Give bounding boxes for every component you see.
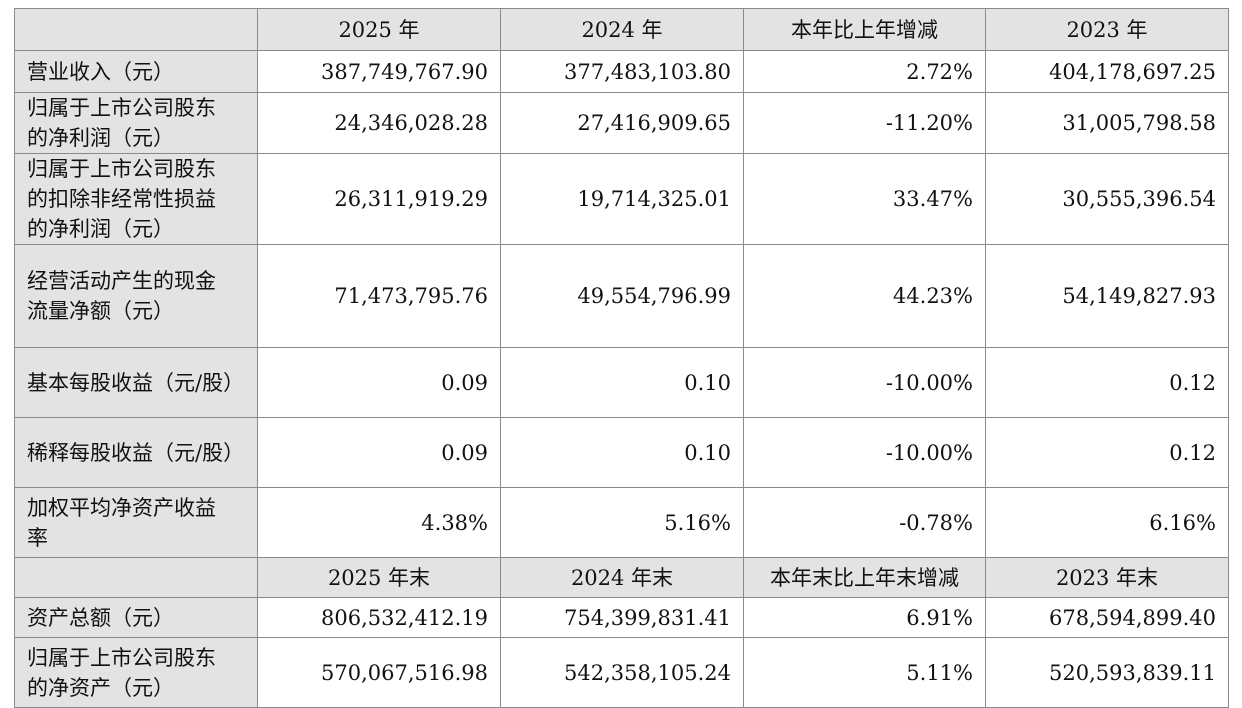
data-row: 经营活动产生的现金流量净额（元） 71,473,795.76 49,554,796.… [14,244,1229,348]
financial-table: 2025 年 2024 年本年比上年增减 2023 年营业收入（元） 387,749,… [14,8,1229,708]
header-cell: 2023 年末 [985,557,1229,598]
value-cell: 0.09 [257,347,501,418]
header-row: 2025 年 2024 年本年比上年增减 2023 年 [14,8,1229,51]
row-label: 资产总额（元） [14,597,258,638]
row-label: 营业收入（元） [14,50,258,93]
data-row: 归属于上市公司股东的净利润（元） 24,346,028.28 27,416,909.… [14,92,1229,154]
value-cell: -10.00% [743,347,986,418]
header-cell: 2024 年 [500,8,744,51]
value-cell: 49,554,796.99 [500,244,744,348]
value-cell: -10.00% [743,417,986,488]
header-cell: 本年比上年增减 [743,8,986,51]
data-row: 归属于上市公司股东的净资产（元） 570,067,516.98 542,358,10… [14,637,1229,708]
value-cell: -0.78% [743,487,986,558]
value-cell: 6.16% [985,487,1229,558]
data-row: 资产总额（元） 806,532,412.19 754,399,831.41 6.91%… [14,597,1229,638]
value-cell: 4.38% [257,487,501,558]
row-label: 归属于上市公司股东的净资产（元） [14,637,258,708]
data-row: 营业收入（元） 387,749,767.90 377,483,103.80 2.72%… [14,50,1229,93]
row-label: 经营活动产生的现金流量净额（元） [14,244,258,348]
corner-cell [14,8,258,51]
header-cell: 2025 年末 [257,557,501,598]
value-cell: 542,358,105.24 [500,637,744,708]
value-cell: 520,593,839.11 [985,637,1229,708]
value-cell: 30,555,396.54 [985,153,1229,245]
value-cell: 5.16% [500,487,744,558]
value-cell: 24,346,028.28 [257,92,501,154]
header-cell: 2024 年末 [500,557,744,598]
value-cell: 377,483,103.80 [500,50,744,93]
value-cell: 71,473,795.76 [257,244,501,348]
value-cell: 27,416,909.65 [500,92,744,154]
value-cell: 44.23% [743,244,986,348]
value-cell: 31,005,798.58 [985,92,1229,154]
value-cell: 570,067,516.98 [257,637,501,708]
data-row: 归属于上市公司股东的扣除非经常性损益的净利润（元） 26,311,919.29 19… [14,153,1229,245]
header-cell: 2023 年 [985,8,1229,51]
row-label: 稀释每股收益（元/股） [14,417,258,488]
value-cell: 806,532,412.19 [257,597,501,638]
value-cell: 0.10 [500,417,744,488]
value-cell: 0.12 [985,347,1229,418]
row-label: 归属于上市公司股东的净利润（元） [14,92,258,154]
value-cell: 2.72% [743,50,986,93]
header-row: 2025 年末 2024 年末 本年末比上年末增减 2023 年末 [14,557,1229,598]
value-cell: 0.09 [257,417,501,488]
value-cell: -11.20% [743,92,986,154]
value-cell: 5.11% [743,637,986,708]
value-cell: 6.91% [743,597,986,638]
value-cell: 754,399,831.41 [500,597,744,638]
data-row: 加权平均净资产收益率 4.38% 5.16% -0.78% 6.16% [14,487,1229,558]
value-cell: 0.10 [500,347,744,418]
value-cell: 33.47% [743,153,986,245]
value-cell: 0.12 [985,417,1229,488]
header-cell: 2025 年 [257,8,501,51]
row-label: 基本每股收益（元/股） [14,347,258,418]
value-cell: 54,149,827.93 [985,244,1229,348]
corner-cell [14,557,258,598]
value-cell: 678,594,899.40 [985,597,1229,638]
value-cell: 19,714,325.01 [500,153,744,245]
data-row: 稀释每股收益（元/股） 0.09 0.10 -10.00% 0.12 [14,417,1229,488]
value-cell: 404,178,697.25 [985,50,1229,93]
value-cell: 387,749,767.90 [257,50,501,93]
value-cell: 26,311,919.29 [257,153,501,245]
row-label: 归属于上市公司股东的扣除非经常性损益的净利润（元） [14,153,258,245]
data-row: 基本每股收益（元/股） 0.09 0.10 -10.00% 0.12 [14,347,1229,418]
row-label: 加权平均净资产收益率 [14,487,258,558]
header-cell: 本年末比上年末增减 [743,557,986,598]
